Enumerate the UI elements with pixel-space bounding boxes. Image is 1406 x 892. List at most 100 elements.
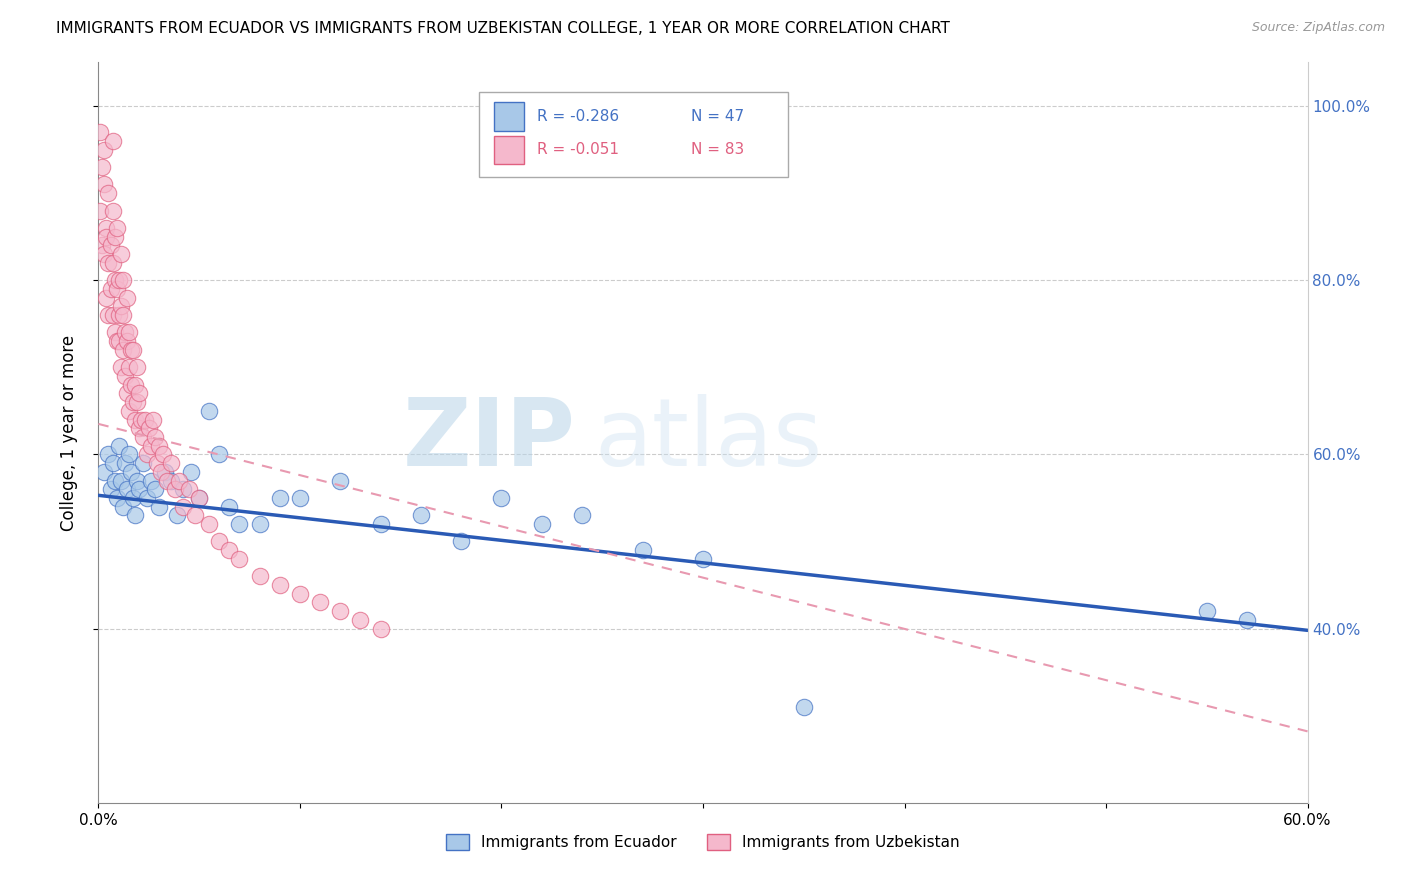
Point bbox=[110, 299, 132, 313]
Point bbox=[100, 482, 122, 496]
Point bbox=[115, 386, 138, 401]
Point bbox=[105, 334, 128, 348]
Point bbox=[124, 508, 146, 523]
Point bbox=[198, 404, 221, 418]
Point bbox=[692, 552, 714, 566]
Point bbox=[118, 360, 141, 375]
Point bbox=[107, 439, 129, 453]
Point bbox=[450, 534, 472, 549]
Point bbox=[349, 613, 371, 627]
Point bbox=[91, 238, 114, 252]
Point bbox=[110, 360, 132, 375]
Point bbox=[100, 282, 122, 296]
Point bbox=[121, 491, 143, 505]
Point bbox=[188, 491, 211, 505]
Point bbox=[153, 465, 176, 479]
Point bbox=[91, 160, 114, 174]
Point bbox=[97, 256, 120, 270]
Point bbox=[149, 465, 172, 479]
Point bbox=[135, 447, 157, 461]
Point bbox=[228, 552, 250, 566]
Point bbox=[114, 369, 136, 384]
Text: Source: ZipAtlas.com: Source: ZipAtlas.com bbox=[1251, 21, 1385, 34]
Point bbox=[160, 474, 183, 488]
Point bbox=[218, 500, 240, 514]
Point bbox=[89, 203, 111, 218]
Point bbox=[124, 412, 146, 426]
Point bbox=[120, 343, 142, 357]
Legend: Immigrants from Ecuador, Immigrants from Uzbekistan: Immigrants from Ecuador, Immigrants from… bbox=[439, 827, 967, 858]
Point bbox=[128, 386, 150, 401]
Point bbox=[160, 456, 183, 470]
Point bbox=[134, 412, 156, 426]
Point bbox=[118, 326, 141, 340]
Point bbox=[111, 343, 134, 357]
Point bbox=[120, 377, 142, 392]
Point bbox=[142, 412, 165, 426]
Point bbox=[110, 247, 132, 261]
Point bbox=[96, 291, 118, 305]
Bar bbox=[494, 103, 524, 130]
Point bbox=[110, 474, 132, 488]
Point bbox=[793, 700, 815, 714]
Point bbox=[139, 474, 162, 488]
Point bbox=[100, 238, 122, 252]
Point bbox=[370, 517, 392, 532]
Point bbox=[571, 508, 593, 523]
Point bbox=[121, 395, 143, 409]
Point bbox=[103, 474, 125, 488]
Point bbox=[269, 578, 291, 592]
Point bbox=[148, 500, 170, 514]
Point bbox=[97, 447, 120, 461]
Point bbox=[111, 500, 134, 514]
Point bbox=[138, 421, 160, 435]
Point bbox=[93, 178, 115, 192]
Bar bbox=[494, 136, 524, 164]
Point bbox=[172, 500, 194, 514]
Point bbox=[93, 247, 115, 261]
Point bbox=[118, 447, 141, 461]
Point bbox=[288, 587, 311, 601]
Point bbox=[107, 308, 129, 322]
Point bbox=[101, 203, 124, 218]
Text: IMMIGRANTS FROM ECUADOR VS IMMIGRANTS FROM UZBEKISTAN COLLEGE, 1 YEAR OR MORE CO: IMMIGRANTS FROM ECUADOR VS IMMIGRANTS FR… bbox=[56, 21, 950, 36]
Point bbox=[208, 447, 231, 461]
Point bbox=[139, 439, 162, 453]
Point bbox=[156, 474, 179, 488]
Point bbox=[208, 534, 231, 549]
Point bbox=[309, 595, 332, 609]
Point bbox=[105, 221, 128, 235]
Point bbox=[103, 273, 125, 287]
Point bbox=[288, 491, 311, 505]
Point bbox=[228, 517, 250, 532]
Point bbox=[114, 456, 136, 470]
Point bbox=[184, 508, 207, 523]
Point bbox=[530, 517, 553, 532]
Point bbox=[97, 186, 120, 200]
Point bbox=[96, 229, 118, 244]
Point bbox=[329, 604, 352, 618]
Point bbox=[218, 543, 240, 558]
Point bbox=[121, 343, 143, 357]
Bar bbox=[479, 92, 787, 178]
Point bbox=[1236, 613, 1258, 627]
Point bbox=[115, 334, 138, 348]
Point bbox=[631, 543, 654, 558]
Point bbox=[370, 622, 392, 636]
Point bbox=[118, 404, 141, 418]
Point bbox=[114, 326, 136, 340]
Point bbox=[111, 273, 134, 287]
Point bbox=[143, 430, 166, 444]
Point bbox=[152, 447, 174, 461]
Point bbox=[172, 482, 194, 496]
Point bbox=[124, 377, 146, 392]
Text: R = -0.051: R = -0.051 bbox=[537, 143, 620, 157]
Point bbox=[107, 273, 129, 287]
Point bbox=[129, 412, 152, 426]
Point bbox=[146, 456, 169, 470]
Point bbox=[125, 474, 148, 488]
Point bbox=[188, 491, 211, 505]
Point bbox=[105, 491, 128, 505]
Point bbox=[107, 334, 129, 348]
Point bbox=[101, 456, 124, 470]
